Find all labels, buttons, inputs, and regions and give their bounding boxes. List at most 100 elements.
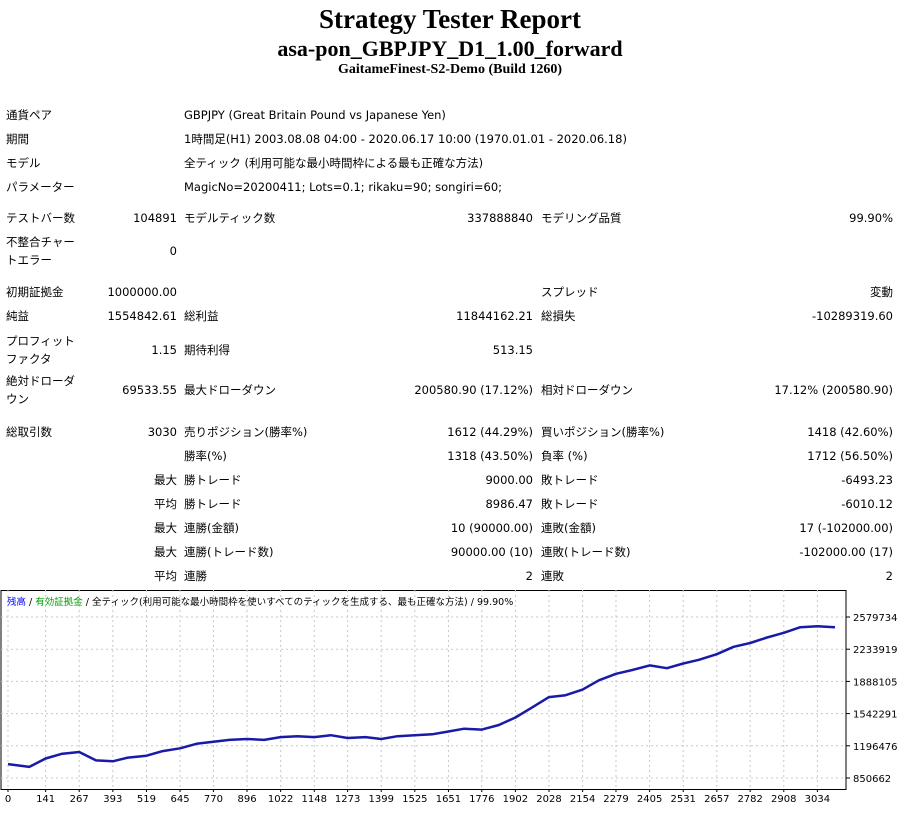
spread-label: スプレッド	[541, 285, 599, 299]
y-tick-label: 2233919	[853, 645, 898, 656]
long-label: 買いポジション(勝率%)	[541, 425, 665, 439]
params-value: MagicNo=20200411; Lots=0.1; rikaku=90; s…	[184, 180, 503, 194]
lossrate-value: 1712 (56.50%)	[807, 449, 893, 463]
report-subtitle: asa-pon_GBPJPY_D1_1.00_forward	[277, 36, 623, 61]
largest-win-label: 勝トレード	[184, 473, 242, 487]
average-word: 平均	[154, 497, 177, 511]
avg-cons-word: 平均	[154, 569, 177, 583]
balance-chart: 残高 / 有効証拠金 / 全ティック(利用可能な最小時間枠を使いすべてのティック…	[0, 590, 898, 805]
largest-win-value: 9000.00	[485, 473, 533, 487]
x-tick-label: 2531	[670, 794, 695, 805]
gross-loss-value: -10289319.60	[812, 309, 893, 323]
period-label: 期間	[6, 132, 29, 146]
avg-cons-losses-value: 2	[885, 569, 893, 583]
max-cons-losses-value: 17 (-102000.00)	[799, 521, 893, 535]
short-value: 1612 (44.29%)	[447, 425, 533, 439]
x-tick-label: 2657	[704, 794, 729, 805]
quality-label: モデリング品質	[541, 211, 622, 225]
legend-sep-2: /	[83, 597, 92, 608]
max-cons-word: 最大	[154, 521, 177, 535]
ticks-value: 337888840	[467, 211, 533, 225]
x-tick-label: 1148	[302, 794, 327, 805]
x-tick-label: 519	[137, 794, 156, 805]
x-tick-label: 1022	[268, 794, 293, 805]
net-label: 純益	[6, 309, 29, 323]
x-tick-label: 1902	[503, 794, 528, 805]
balance-line	[7, 625, 836, 769]
abs-dd-value: 69533.55	[122, 383, 177, 397]
x-tick-label: 267	[70, 794, 89, 805]
legend-balance: 残高	[7, 596, 26, 608]
x-tick-label: 770	[204, 794, 223, 805]
max-cons-loss-value: -102000.00 (17)	[799, 545, 893, 559]
deposit-value: 1000000.00	[107, 285, 177, 299]
x-axis: 0 141 267 393 519 645 770 896 1022 1148 1273 1399 15…	[5, 789, 830, 805]
model-value: 全ティック (利用可能な最小時間枠による最も正確な方法)	[184, 156, 484, 170]
y-tick-label: 1196476	[853, 742, 898, 753]
avg-cons-losses-label: 連敗	[541, 569, 564, 583]
bars-value: 104891	[133, 211, 177, 225]
quality-value: 99.90%	[849, 211, 893, 225]
gross-loss-label: 総損失	[541, 309, 576, 323]
y-axis: 2579734 2233919 1888105 1542291 1196476 85066…	[846, 613, 898, 785]
report-build: GaitameFinest-S2-Demo (Build 1260)	[338, 62, 562, 77]
max-cons-profit-word: 最大	[154, 545, 177, 559]
spread-value: 変動	[870, 285, 893, 299]
avg-win-value: 8986.47	[485, 497, 533, 511]
x-tick-label: 2405	[637, 794, 662, 805]
abs-dd-label: 絶対ドローダウン	[6, 374, 75, 406]
expected-label: 期待利得	[184, 343, 230, 357]
pf-value: 1.15	[151, 343, 177, 357]
winrate-label: 勝率(%)	[184, 449, 227, 463]
max-cons-profit-label: 連勝(トレード数)	[184, 545, 274, 559]
avg-cons-wins-value: 2	[525, 569, 533, 583]
x-tick-label: 1399	[368, 794, 393, 805]
legend-quality: 99.90%	[477, 597, 513, 608]
y-tick-label: 850662	[853, 774, 891, 785]
x-tick-label: 2782	[737, 794, 762, 805]
max-cons-loss-label: 連敗(トレード数)	[541, 545, 631, 559]
chart-grid	[1, 590, 846, 789]
y-tick-label: 2579734	[853, 613, 898, 624]
rel-dd-value: 17.12% (200580.90)	[774, 383, 893, 397]
x-tick-label: 896	[237, 794, 256, 805]
max-dd-label: 最大ドローダウン	[184, 383, 276, 397]
x-tick-label: 2279	[603, 794, 628, 805]
avg-loss-value: -6010.12	[841, 497, 893, 511]
period-value: 1時間足(H1) 2003.08.08 04:00 - 2020.06.17 1…	[184, 132, 627, 146]
x-tick-label: 645	[171, 794, 190, 805]
short-label: 売りポジション(勝率%)	[184, 425, 308, 439]
long-value: 1418 (42.60%)	[807, 425, 893, 439]
chart-legend: 残高 / 有効証拠金 / 全ティック(利用可能な最小時間枠を使いすべてのティック…	[7, 596, 513, 608]
y-tick-label: 1888105	[853, 677, 898, 688]
avg-cons-wins-label: 連勝	[184, 569, 207, 583]
largest-loss-label: 敗トレード	[541, 473, 599, 487]
chart-frame	[0, 590, 847, 790]
x-tick-label: 1651	[436, 794, 461, 805]
avg-loss-label: 敗トレード	[541, 497, 599, 511]
avg-win-label: 勝トレード	[184, 497, 242, 511]
largest-word: 最大	[154, 473, 177, 487]
lossrate-label: 負率 (%)	[541, 449, 588, 463]
x-tick-label: 2028	[536, 794, 561, 805]
x-tick-label: 2908	[771, 794, 796, 805]
symbol-label: 通貨ペア	[6, 108, 52, 122]
rel-dd-label: 相対ドローダウン	[541, 383, 633, 397]
mismatch-value: 0	[169, 244, 177, 258]
max-dd-value: 200580.90 (17.12%)	[414, 383, 533, 397]
params-label: パラメーター	[6, 180, 75, 194]
x-tick-label: 2154	[570, 794, 595, 805]
report-title: Strategy Tester Report	[319, 4, 581, 34]
legend-sep-1: /	[26, 597, 35, 608]
max-cons-wins-label: 連勝(金額)	[184, 521, 239, 535]
symbol-value: GBPJPY (Great Britain Pound vs Japanese …	[184, 108, 446, 122]
x-tick-label: 1525	[402, 794, 427, 805]
max-cons-wins-value: 10 (90000.00)	[450, 521, 533, 535]
expected-value: 513.15	[492, 343, 533, 357]
total-value: 3030	[147, 425, 177, 439]
max-cons-profit-value: 90000.00 (10)	[450, 545, 533, 559]
legend-model: 全ティック(利用可能な最小時間枠を使いすべてのティックを生成する、最も正確な方法…	[92, 596, 468, 608]
winrate-value: 1318 (43.50%)	[447, 449, 533, 463]
ticks-label: モデルティック数	[184, 211, 276, 225]
x-tick-label: 0	[5, 794, 11, 805]
